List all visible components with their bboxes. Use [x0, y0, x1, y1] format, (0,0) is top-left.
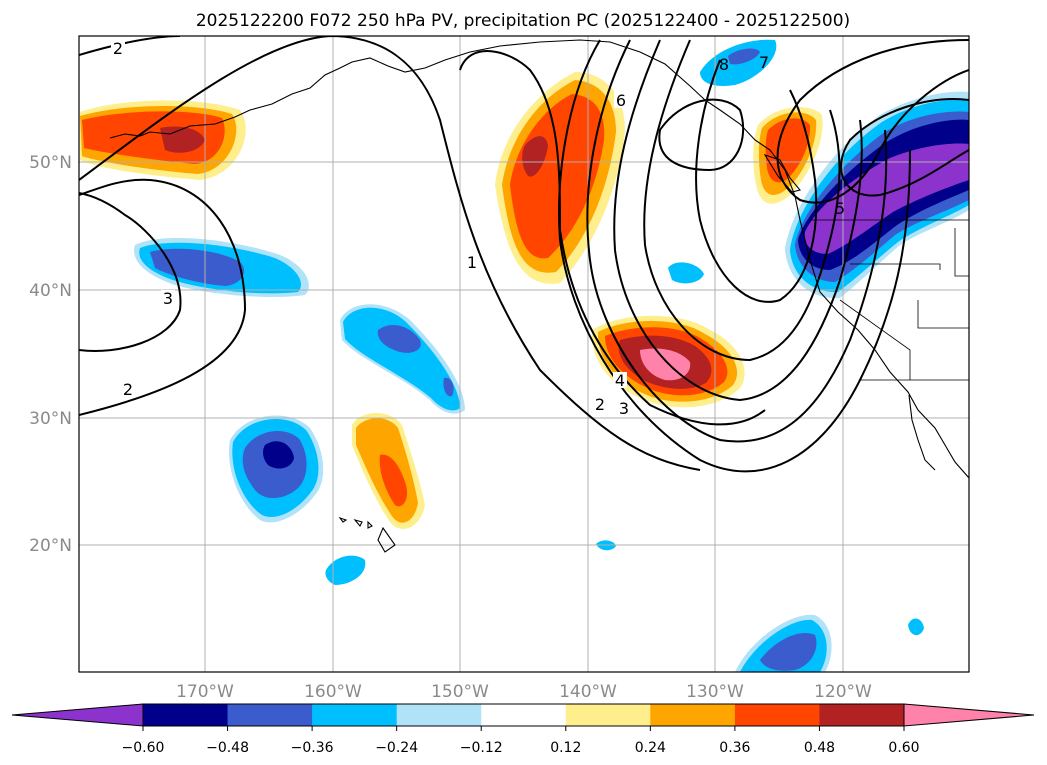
- colorbar-bin: [143, 704, 229, 726]
- contour-6: [643, 39, 841, 362]
- colorbar-extend-high: [903, 703, 1035, 727]
- precip-shading: [80, 39, 969, 672]
- colorbar-tick-label: 0.60: [888, 740, 919, 756]
- contour-2-west: [79, 178, 247, 416]
- colorbar-tick-label: −0.48: [206, 740, 249, 756]
- lat-label-30n: 30°N: [29, 409, 72, 429]
- hawaii-islands: [338, 516, 373, 529]
- lon-label-130w: 130°W: [686, 682, 744, 702]
- contour-3-west: [79, 192, 182, 352]
- colorbar-bin: [650, 704, 736, 726]
- gridlines: [79, 36, 969, 672]
- longitude-labels: 170°W 160°W 150°W 140°W 130°W 120°W: [176, 682, 872, 702]
- precip-neg-south-core: [760, 632, 817, 671]
- contour-7: [695, 59, 818, 303]
- colorbar-tick-label: 0.36: [719, 740, 750, 756]
- colorbar-bin: [819, 704, 905, 726]
- colorbar-tick-label: 0.48: [804, 740, 835, 756]
- vancouver-island: [763, 153, 801, 193]
- colorbar-tick-label: 0.24: [635, 740, 666, 756]
- precip-neg-mid-core: [377, 325, 421, 353]
- coast-baja: [908, 394, 936, 471]
- figure-title: 2025122200 F072 250 hPa PV, precipitatio…: [196, 11, 850, 31]
- contour-label-2-nw: 2: [113, 39, 123, 58]
- contour-8: [776, 39, 969, 204]
- colorbar-tick-label: −0.60: [122, 740, 165, 756]
- colorbar-bin: [565, 704, 651, 726]
- colorbar-frame: [142, 703, 905, 727]
- precip-neg-alaska-core: [728, 48, 760, 65]
- contour-labels: 2 3 2 1 2 3 4 6 8 7 5: [111, 39, 845, 418]
- contour-label-1: 1: [467, 253, 477, 272]
- precip-pos-gulf-core: [510, 94, 605, 259]
- lon-label-170w: 170°W: [176, 682, 234, 702]
- colorbar-tick-label: −0.36: [291, 740, 334, 756]
- precip-neg-nw-core: [150, 248, 245, 286]
- colorbar-extend-low: [11, 703, 144, 727]
- lon-label-160w: 160°W: [304, 682, 362, 702]
- contour-5: [613, 39, 863, 402]
- coast-mainland: [109, 39, 969, 479]
- hawaii-big-island: [377, 526, 396, 553]
- coastlines: [109, 39, 969, 553]
- contour-label-2-west: 2: [123, 380, 133, 399]
- colorbar-bin: [312, 704, 398, 726]
- precip-neg-small-40n: [668, 262, 704, 284]
- lat-label-50n: 50°N: [29, 153, 72, 173]
- colorbar-tick-label: −0.24: [375, 740, 418, 756]
- lat-label-20n: 20°N: [29, 536, 72, 556]
- contour-10-closed: [658, 98, 745, 172]
- lon-label-140w: 140°W: [559, 682, 617, 702]
- contour-4: [586, 39, 888, 443]
- precip-neg-small-13n: [908, 618, 924, 636]
- contour-1: [79, 36, 701, 471]
- colorbar-bin: [227, 704, 313, 726]
- precip-neg-sw-max: [263, 441, 294, 469]
- contour-9: [840, 98, 969, 197]
- contour-label-7: 7: [759, 53, 769, 72]
- pv-contours: [79, 36, 969, 473]
- contour-3-east: [558, 39, 911, 473]
- precip-pos-gulf-max: [522, 136, 548, 177]
- contour-label-8: 8: [719, 55, 729, 74]
- latitude-labels: 50°N 40°N 30°N 20°N: [29, 153, 72, 556]
- contour-label-3-east: 3: [619, 399, 629, 418]
- lon-label-120w: 120°W: [814, 682, 872, 702]
- map-frame: [78, 35, 970, 673]
- precip-pos-bc-core: [765, 118, 811, 183]
- colorbar-tick-label: −0.12: [460, 740, 503, 756]
- state-borders: [810, 219, 969, 381]
- contour-label-4: 4: [615, 371, 625, 390]
- lon-label-150w: 150°W: [431, 682, 489, 702]
- colorbar: −0.60 −0.48 −0.36 −0.24 −0.12 0.12 0.24 0.36 0.4…: [11, 703, 1035, 756]
- colorbar-bin: [396, 704, 482, 726]
- colorbar-tick-label: 0.12: [550, 740, 581, 756]
- contour-label-5: 5: [835, 199, 845, 218]
- precip-neg-mid-core2: [443, 377, 454, 397]
- border-lines: [810, 219, 969, 381]
- precip-neg-pnw-max: [804, 143, 969, 254]
- precip-neg-small-hawaii: [325, 555, 366, 585]
- precip-pos-hawaii-core: [379, 454, 408, 507]
- colorbar-bin: [734, 704, 820, 726]
- map-area: 2 3 2 1 2 3 4 6 8 7 5: [79, 36, 969, 672]
- contour-label-6: 6: [616, 91, 626, 110]
- contour-label-2-east: 2: [595, 395, 605, 414]
- lat-label-40n: 40°N: [29, 281, 72, 301]
- precip-neg-mid-mid: [343, 307, 460, 411]
- colorbar-bin: [481, 704, 567, 726]
- contour-label-3-west: 3: [163, 289, 173, 308]
